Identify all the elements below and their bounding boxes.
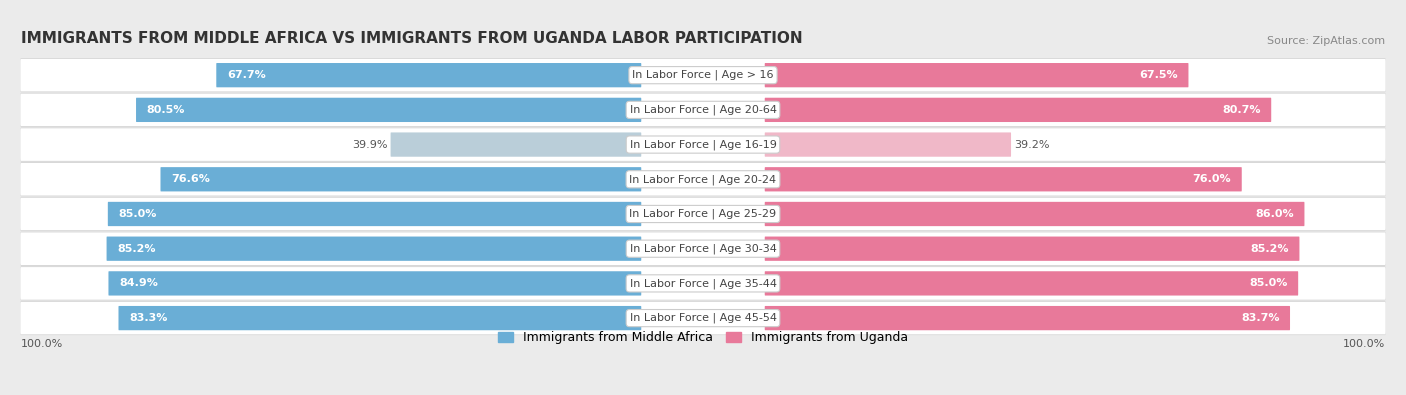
FancyBboxPatch shape [21, 232, 1385, 266]
Text: 83.7%: 83.7% [1241, 313, 1279, 323]
FancyBboxPatch shape [21, 58, 1385, 92]
FancyBboxPatch shape [765, 132, 1011, 157]
Text: 86.0%: 86.0% [1256, 209, 1294, 219]
FancyBboxPatch shape [136, 98, 641, 122]
Text: In Labor Force | Age > 16: In Labor Force | Age > 16 [633, 70, 773, 81]
Text: 76.0%: 76.0% [1192, 174, 1232, 184]
Text: 76.6%: 76.6% [172, 174, 209, 184]
Text: 100.0%: 100.0% [1343, 339, 1385, 349]
FancyBboxPatch shape [21, 267, 1385, 300]
FancyBboxPatch shape [21, 128, 1385, 162]
Legend: Immigrants from Middle Africa, Immigrants from Uganda: Immigrants from Middle Africa, Immigrant… [498, 331, 908, 344]
Text: In Labor Force | Age 20-24: In Labor Force | Age 20-24 [630, 174, 776, 184]
Text: 85.2%: 85.2% [1250, 244, 1289, 254]
FancyBboxPatch shape [765, 98, 1271, 122]
FancyBboxPatch shape [765, 202, 1305, 226]
FancyBboxPatch shape [765, 167, 1241, 192]
Text: 39.2%: 39.2% [1014, 139, 1050, 150]
Text: 67.5%: 67.5% [1139, 70, 1178, 80]
Text: Source: ZipAtlas.com: Source: ZipAtlas.com [1267, 36, 1385, 46]
Text: 100.0%: 100.0% [21, 339, 63, 349]
FancyBboxPatch shape [21, 128, 1385, 161]
Text: 83.3%: 83.3% [129, 313, 167, 323]
FancyBboxPatch shape [21, 301, 1385, 335]
Text: 85.2%: 85.2% [117, 244, 156, 254]
Text: 85.0%: 85.0% [118, 209, 157, 219]
FancyBboxPatch shape [108, 271, 641, 295]
FancyBboxPatch shape [391, 132, 641, 157]
FancyBboxPatch shape [765, 63, 1188, 87]
FancyBboxPatch shape [118, 306, 641, 330]
Text: 80.5%: 80.5% [146, 105, 186, 115]
Text: In Labor Force | Age 45-54: In Labor Force | Age 45-54 [630, 313, 776, 324]
FancyBboxPatch shape [108, 202, 641, 226]
Text: 39.9%: 39.9% [352, 139, 388, 150]
FancyBboxPatch shape [217, 63, 641, 87]
Text: 84.9%: 84.9% [120, 278, 157, 288]
FancyBboxPatch shape [21, 163, 1385, 196]
Text: 80.7%: 80.7% [1222, 105, 1261, 115]
Text: In Labor Force | Age 30-34: In Labor Force | Age 30-34 [630, 243, 776, 254]
FancyBboxPatch shape [765, 237, 1299, 261]
FancyBboxPatch shape [21, 93, 1385, 127]
FancyBboxPatch shape [21, 94, 1385, 126]
Text: In Labor Force | Age 16-19: In Labor Force | Age 16-19 [630, 139, 776, 150]
FancyBboxPatch shape [107, 237, 641, 261]
FancyBboxPatch shape [21, 59, 1385, 92]
FancyBboxPatch shape [765, 271, 1298, 295]
Text: In Labor Force | Age 20-64: In Labor Force | Age 20-64 [630, 105, 776, 115]
FancyBboxPatch shape [21, 162, 1385, 196]
Text: 85.0%: 85.0% [1249, 278, 1288, 288]
FancyBboxPatch shape [21, 198, 1385, 230]
Text: 67.7%: 67.7% [226, 70, 266, 80]
Text: In Labor Force | Age 35-44: In Labor Force | Age 35-44 [630, 278, 776, 289]
FancyBboxPatch shape [21, 302, 1385, 335]
FancyBboxPatch shape [160, 167, 641, 192]
FancyBboxPatch shape [765, 306, 1291, 330]
FancyBboxPatch shape [21, 266, 1385, 301]
Text: IMMIGRANTS FROM MIDDLE AFRICA VS IMMIGRANTS FROM UGANDA LABOR PARTICIPATION: IMMIGRANTS FROM MIDDLE AFRICA VS IMMIGRA… [21, 31, 803, 46]
FancyBboxPatch shape [21, 232, 1385, 265]
Text: In Labor Force | Age 25-29: In Labor Force | Age 25-29 [630, 209, 776, 219]
FancyBboxPatch shape [21, 197, 1385, 231]
